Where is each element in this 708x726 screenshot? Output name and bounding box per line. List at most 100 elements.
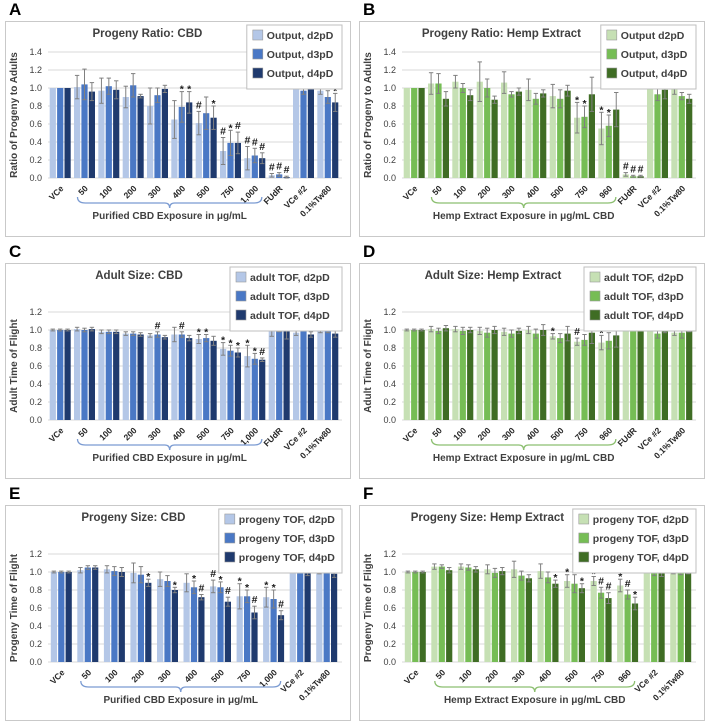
legend-label: Output, d4pD <box>621 68 688 80</box>
svg-text:*: * <box>582 98 587 110</box>
svg-text:*: * <box>607 107 612 119</box>
svg-text:0.4: 0.4 <box>383 379 396 389</box>
svg-text:*: * <box>228 122 233 134</box>
svg-text:50: 50 <box>430 183 444 197</box>
panel-letter-e: E <box>9 484 21 503</box>
svg-text:1.2: 1.2 <box>383 65 396 75</box>
legend: Output, d2pD Output, d3pD Output, d4pD <box>246 24 343 90</box>
svg-text:0.2: 0.2 <box>383 397 396 407</box>
bars <box>403 79 693 178</box>
legend-label: progeny TOF, d4pD <box>239 552 335 564</box>
legend-label: progeny TOF, d3pD <box>239 533 335 545</box>
category-brace <box>76 196 263 209</box>
svg-text:#: # <box>196 99 202 111</box>
svg-text:0.8: 0.8 <box>29 343 42 353</box>
svg-text:50: 50 <box>79 667 93 681</box>
svg-text:0.8: 0.8 <box>29 585 42 595</box>
svg-text:0.4: 0.4 <box>383 137 396 147</box>
svg-text:0.0: 0.0 <box>383 173 396 183</box>
svg-text:*: * <box>580 576 585 588</box>
svg-text:1.0: 1.0 <box>383 567 396 577</box>
svg-text:200: 200 <box>129 667 146 684</box>
y-axis-ticks: 0.0 0.2 0.4 0.6 0.8 1.0 1.2 1.4 <box>383 47 396 183</box>
svg-text:0.4: 0.4 <box>29 137 42 147</box>
legend: adult TOF, d2pD adult TOF, d3pD adult TOF,… <box>229 266 343 332</box>
panel-letter-f: F <box>363 484 374 503</box>
svg-text:*: * <box>187 84 192 96</box>
legend-swatch <box>252 67 264 79</box>
svg-text:*: * <box>173 579 178 591</box>
svg-text:300: 300 <box>500 183 517 200</box>
svg-text:1.0: 1.0 <box>29 567 42 577</box>
svg-text:VCe: VCe <box>47 425 66 444</box>
svg-text:1.2: 1.2 <box>29 307 42 317</box>
legend-label: Output, d3pD <box>267 49 334 61</box>
svg-text:750: 750 <box>589 667 606 684</box>
legend-label: Output, d4pD <box>267 68 334 80</box>
svg-text:400: 400 <box>524 425 541 442</box>
svg-text:*: * <box>245 582 250 594</box>
svg-text:1.0: 1.0 <box>383 83 396 93</box>
svg-text:VCe: VCe <box>401 425 420 444</box>
svg-text:*: * <box>204 327 209 339</box>
legend: Output d2pD Output, d3pD Output, d4pD <box>600 24 697 90</box>
svg-text:0.8: 0.8 <box>29 101 42 111</box>
legend-swatch <box>589 309 601 321</box>
svg-text:0.2: 0.2 <box>29 155 42 165</box>
svg-text:1.0: 1.0 <box>383 325 396 335</box>
svg-text:#: # <box>574 326 580 338</box>
chart-box-e: 0.0 0.2 0.4 0.6 0.8 1.0 1.2 * * * # # * # * * # * * # VCe 50 1… <box>5 505 351 721</box>
svg-text:#: # <box>284 164 290 176</box>
svg-text:*: * <box>575 94 580 106</box>
y-axis-label: Ratio of Progeny to Adults <box>363 52 374 178</box>
chart-title: Progeny Size: CBD <box>81 512 185 524</box>
legend-label: adult TOF, d4pD <box>250 310 330 322</box>
category-brace <box>430 438 617 451</box>
category-brace <box>430 196 617 209</box>
significance-annotations: * ***# #*#* <box>553 567 638 602</box>
svg-text:#: # <box>623 161 629 173</box>
svg-text:VCe: VCe <box>48 667 67 686</box>
svg-text:100: 100 <box>451 425 468 442</box>
panel-f: F 0.0 0.2 0.4 0.6 0.8 1.0 1.2 * * * * # # * # * VCe 50 100… <box>354 484 708 726</box>
svg-text:#: # <box>155 320 161 332</box>
legend-swatch <box>606 48 618 60</box>
legend-swatch <box>606 67 618 79</box>
svg-text:0.4: 0.4 <box>29 621 42 631</box>
legend-label: progeny TOF, d4pD <box>593 552 689 564</box>
bars <box>404 566 692 662</box>
svg-text:750: 750 <box>573 183 590 200</box>
svg-text:*: * <box>592 569 597 581</box>
svg-text:500: 500 <box>209 667 226 684</box>
svg-text:#: # <box>245 135 251 147</box>
legend-swatch <box>252 29 264 41</box>
svg-text:#: # <box>252 594 258 606</box>
legend: progeny TOF, d2pD progeny TOF, d3pD progen… <box>218 508 343 574</box>
chart-box-f: 0.0 0.2 0.4 0.6 0.8 1.0 1.2 * * * * # # * # * VCe 50 100 20… <box>359 505 705 721</box>
svg-text:0.0: 0.0 <box>383 657 396 667</box>
svg-text:VCe: VCe <box>47 183 66 202</box>
svg-text:#: # <box>276 161 282 173</box>
panel-c: C 0.0 0.2 0.4 0.6 0.8 1.0 1.2 # # * * * * * * * # VCe 50 10… <box>0 242 354 484</box>
svg-text:*: * <box>272 582 277 594</box>
legend-label: adult TOF, d2pD <box>250 272 330 284</box>
panel-letter-b: B <box>363 0 376 19</box>
svg-text:400: 400 <box>182 667 199 684</box>
y-axis-ticks: 0.0 0.2 0.4 0.6 0.8 1.0 1.2 <box>383 549 396 667</box>
y-axis-ticks: 0.0 0.2 0.4 0.6 0.8 1.0 1.2 <box>29 307 42 425</box>
category-brace <box>434 680 636 693</box>
legend-swatch <box>235 271 247 283</box>
svg-text:*: * <box>228 337 233 349</box>
svg-text:#: # <box>598 575 604 587</box>
svg-text:*: * <box>333 85 338 97</box>
legend-swatch <box>224 532 236 544</box>
svg-text:#: # <box>606 581 612 593</box>
legend: adult TOF, d2pD adult TOF, d3pD adult TOF,… <box>583 266 697 332</box>
chart-title: Progeny Ratio: CBD <box>92 28 202 40</box>
svg-text:1.4: 1.4 <box>383 47 396 57</box>
x-axis-label: Hemp Extract Exposure in μg/mL CBD <box>444 695 626 706</box>
y-axis-ticks: 0.0 0.2 0.4 0.6 0.8 1.0 1.2 <box>383 307 396 425</box>
chart-svg-progeny-size-cbd: 0.00.20.40.60.81.01.2***## *#**#* *#VCe 50 1… <box>9 508 343 706</box>
legend-swatch <box>235 290 247 302</box>
svg-text:100: 100 <box>451 183 468 200</box>
